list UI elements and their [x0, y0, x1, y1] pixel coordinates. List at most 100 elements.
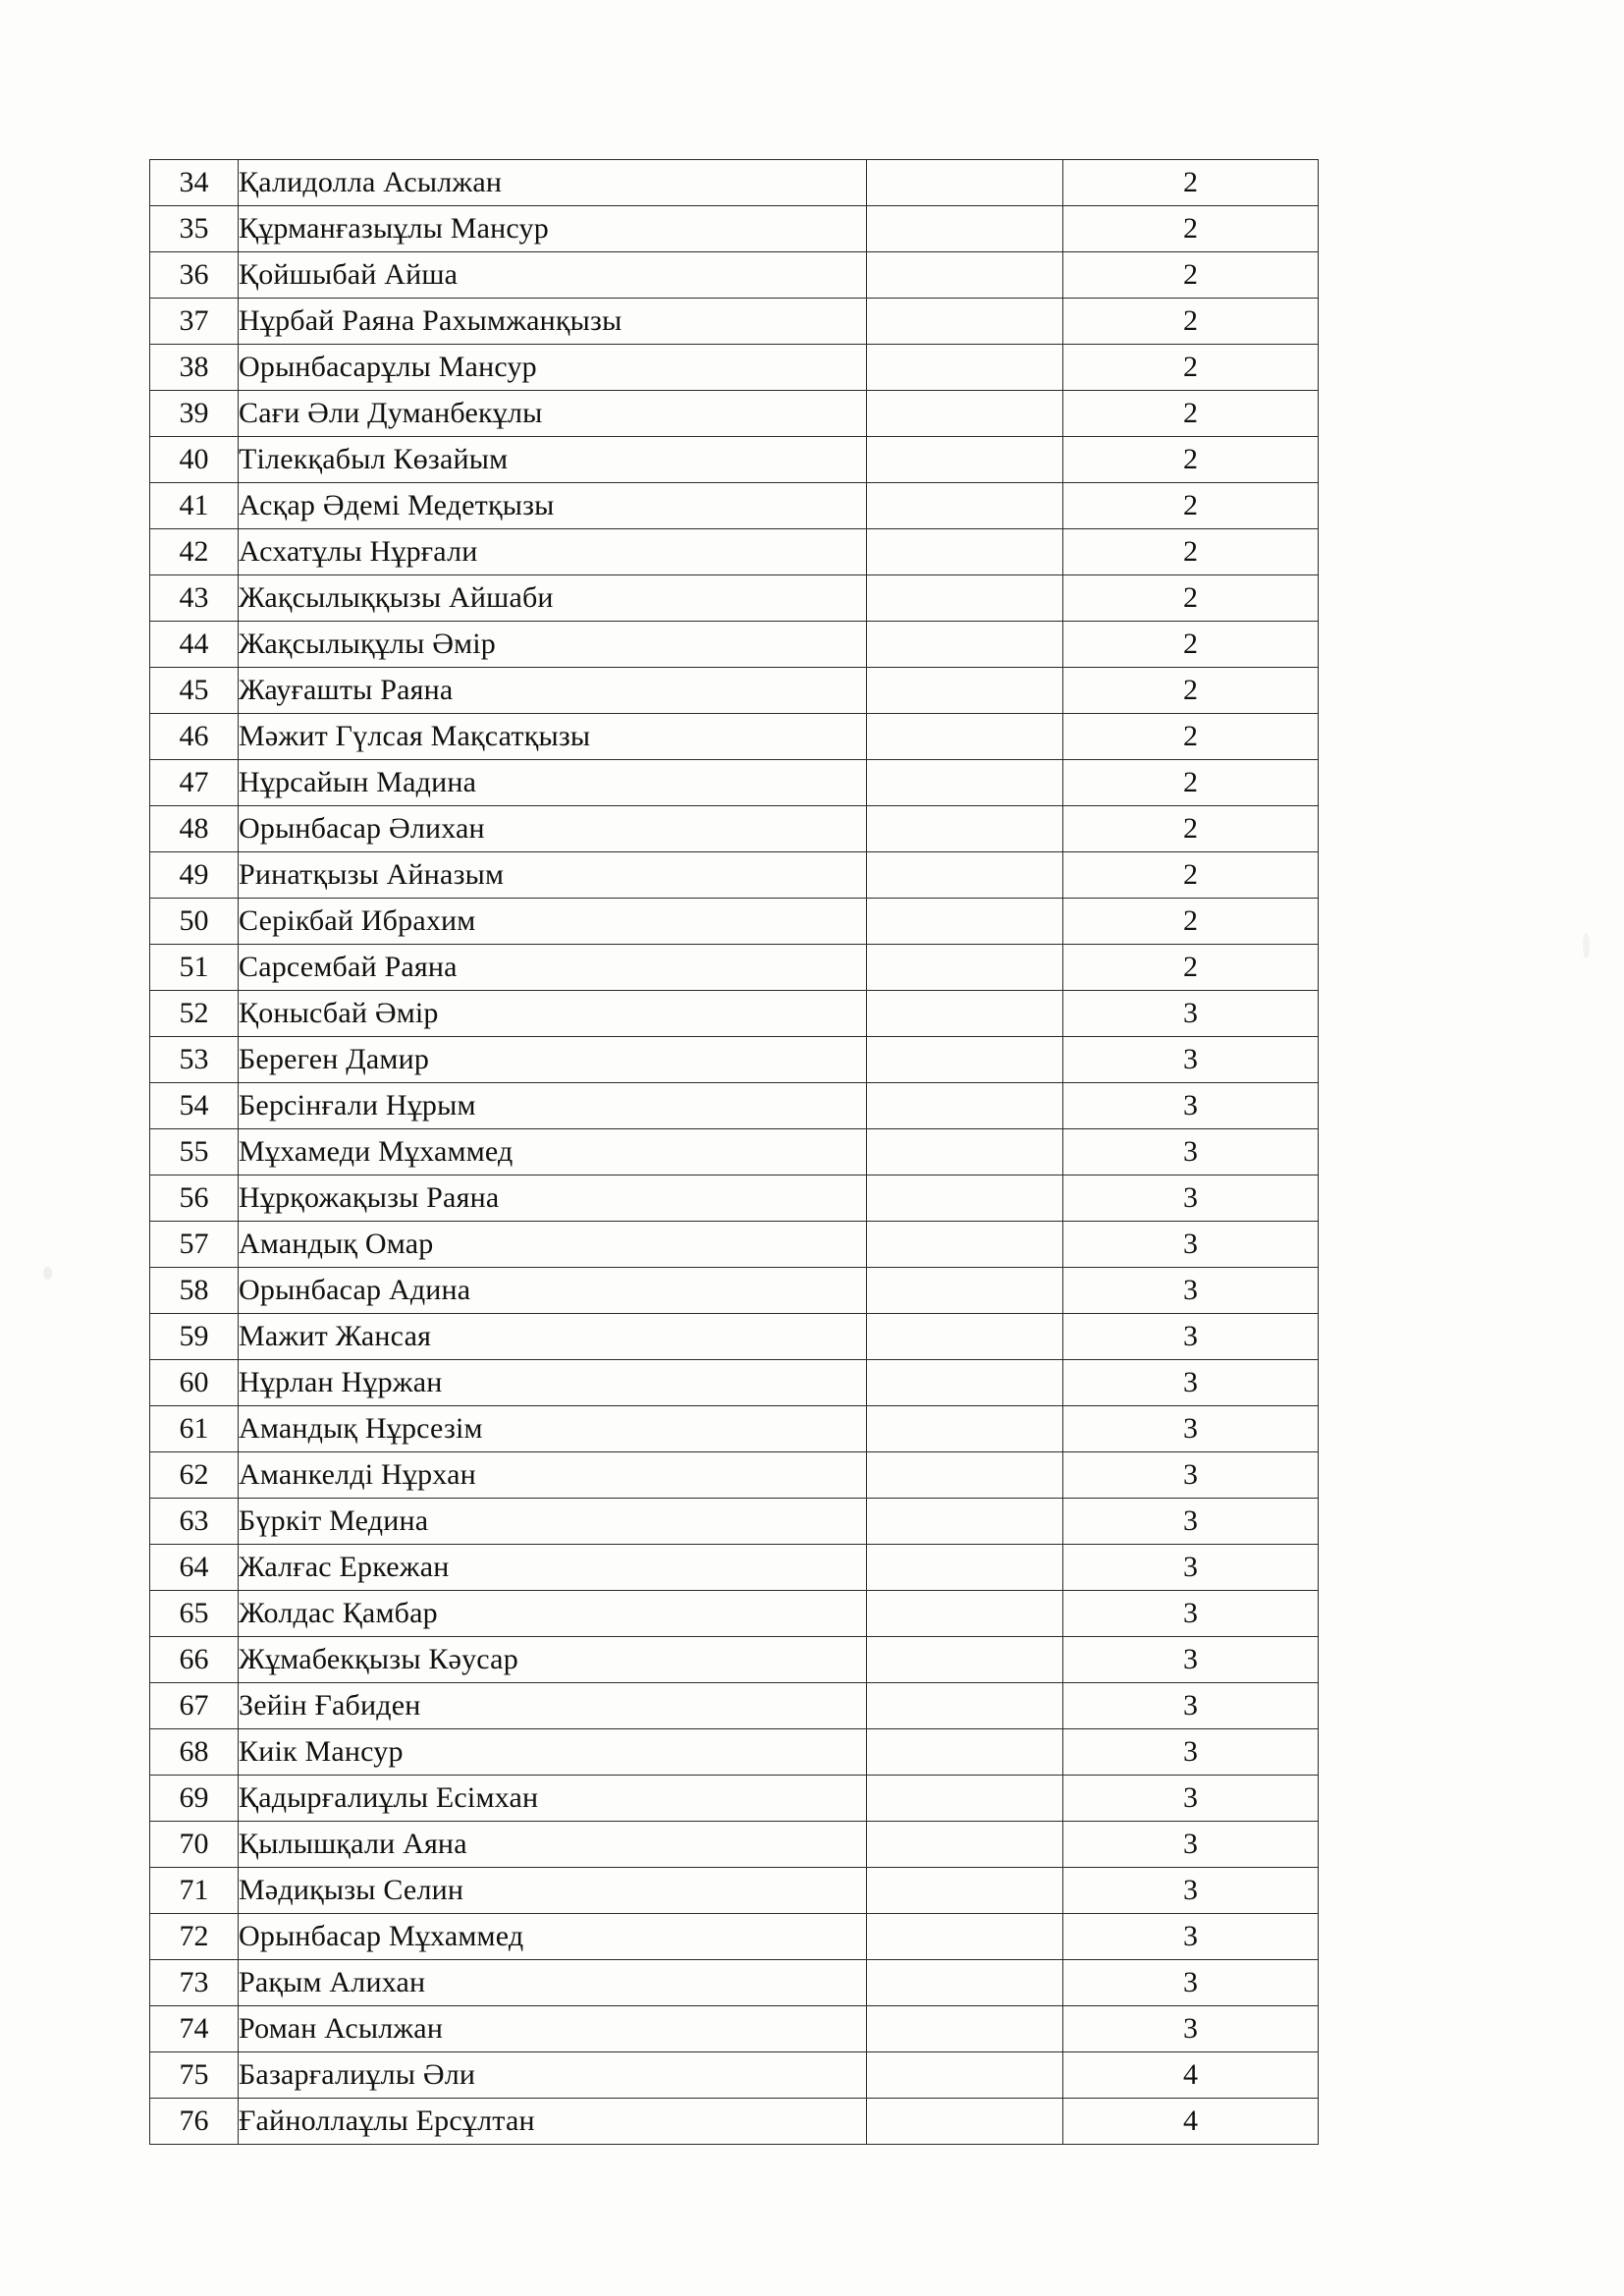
row-number-cell: 71	[149, 1867, 239, 1914]
row-number-cell: 42	[149, 528, 239, 575]
person-name-cell: Базарғалиұлы Әли	[238, 2051, 867, 2099]
person-name-cell: Мәжит Гүлсая Мақсатқызы	[238, 713, 867, 760]
table-row: 56 Нұрқожақызы Раяна 3	[149, 1175, 1319, 1222]
empty-cell	[866, 1313, 1063, 1360]
empty-cell	[866, 1867, 1063, 1914]
scan-artifact	[1583, 933, 1590, 958]
row-number-cell: 34	[149, 159, 239, 206]
empty-cell	[866, 1359, 1063, 1406]
person-name-cell: Нұрсайын Мадина	[238, 759, 867, 806]
table-row: 76 Ғайноллаұлы Ерсұлтан 4	[149, 2098, 1319, 2145]
empty-cell	[866, 1128, 1063, 1175]
person-name-cell: Береген Дамир	[238, 1036, 867, 1083]
person-name-cell: Киік Мансур	[238, 1728, 867, 1776]
value-cell: 3	[1062, 1590, 1319, 1637]
value-cell: 2	[1062, 390, 1319, 437]
value-cell: 3	[1062, 1359, 1319, 1406]
person-name-cell: Асхатұлы Нұрғали	[238, 528, 867, 575]
person-name-cell: Рақым Алихан	[238, 1959, 867, 2006]
row-number-cell: 73	[149, 1959, 239, 2006]
value-cell: 3	[1062, 1682, 1319, 1729]
row-number-cell: 53	[149, 1036, 239, 1083]
person-name-cell: Қонысбай Әмір	[238, 990, 867, 1037]
person-name-cell: Асқар Әдемі Медетқызы	[238, 482, 867, 529]
empty-cell	[866, 1451, 1063, 1499]
empty-cell	[866, 2098, 1063, 2145]
row-number-cell: 64	[149, 1544, 239, 1591]
value-cell: 3	[1062, 1544, 1319, 1591]
person-name-cell: Жалғас Еркежан	[238, 1544, 867, 1591]
person-name-cell: Орынбасар Әлихан	[238, 805, 867, 852]
row-number-cell: 49	[149, 851, 239, 899]
table-row: 58 Орынбасар Адина 3	[149, 1267, 1319, 1314]
row-number-cell: 76	[149, 2098, 239, 2145]
value-cell: 3	[1062, 1636, 1319, 1683]
table-row: 64 Жалғас Еркежан 3	[149, 1544, 1319, 1591]
person-name-cell: Амандық Нұрсезім	[238, 1405, 867, 1452]
table-row: 73 Рақым Алихан 3	[149, 1959, 1319, 2006]
value-cell: 2	[1062, 759, 1319, 806]
row-number-cell: 74	[149, 2005, 239, 2052]
empty-cell	[866, 159, 1063, 206]
value-cell: 2	[1062, 713, 1319, 760]
roster-table-body: 34 Қалидолла Асылжан 2 35 Құрманғазыұлы Манс…	[149, 159, 1319, 2145]
table-row: 36 Қойшыбай Айша 2	[149, 251, 1319, 299]
person-name-cell: Берсінғали Нұрым	[238, 1082, 867, 1129]
person-name-cell: Қадырғалиұлы Есімхан	[238, 1775, 867, 1822]
row-number-cell: 48	[149, 805, 239, 852]
row-number-cell: 39	[149, 390, 239, 437]
empty-cell	[866, 713, 1063, 760]
empty-cell	[866, 1775, 1063, 1822]
row-number-cell: 45	[149, 667, 239, 714]
row-number-cell: 65	[149, 1590, 239, 1637]
table-row: 67 Зейін Ғабиден 3	[149, 1682, 1319, 1729]
empty-cell	[866, 574, 1063, 622]
empty-cell	[866, 1036, 1063, 1083]
person-name-cell: Жақсылықұлы Әмір	[238, 621, 867, 668]
empty-cell	[866, 298, 1063, 345]
table-row: 38 Орынбасарұлы Мансур 2	[149, 344, 1319, 391]
person-name-cell: Мажит Жансая	[238, 1313, 867, 1360]
empty-cell	[866, 990, 1063, 1037]
empty-cell	[866, 1221, 1063, 1268]
row-number-cell: 72	[149, 1913, 239, 1960]
empty-cell	[866, 2005, 1063, 2052]
person-name-cell: Аманкелді Нұрхан	[238, 1451, 867, 1499]
value-cell: 3	[1062, 1175, 1319, 1222]
value-cell: 2	[1062, 898, 1319, 945]
person-name-cell: Зейін Ғабиден	[238, 1682, 867, 1729]
row-number-cell: 46	[149, 713, 239, 760]
table-row: 57 Амандық Омар 3	[149, 1221, 1319, 1268]
value-cell: 3	[1062, 990, 1319, 1037]
empty-cell	[866, 1682, 1063, 1729]
person-name-cell: Нұрқожақызы Раяна	[238, 1175, 867, 1222]
table-row: 61 Амандық Нұрсезім 3	[149, 1405, 1319, 1452]
row-number-cell: 69	[149, 1775, 239, 1822]
person-name-cell: Сарсембай Раяна	[238, 944, 867, 991]
value-cell: 3	[1062, 1082, 1319, 1129]
value-cell: 3	[1062, 1267, 1319, 1314]
empty-cell	[866, 205, 1063, 252]
row-number-cell: 66	[149, 1636, 239, 1683]
row-number-cell: 70	[149, 1821, 239, 1868]
empty-cell	[866, 805, 1063, 852]
value-cell: 2	[1062, 621, 1319, 668]
table-row: 52 Қонысбай Әмір 3	[149, 990, 1319, 1037]
value-cell: 3	[1062, 1036, 1319, 1083]
row-number-cell: 40	[149, 436, 239, 483]
empty-cell	[866, 1498, 1063, 1545]
person-name-cell: Орынбасар Мұхаммед	[238, 1913, 867, 1960]
table-row: 47 Нұрсайын Мадина 2	[149, 759, 1319, 806]
table-row: 49 Ринатқызы Айназым 2	[149, 851, 1319, 899]
value-cell: 2	[1062, 805, 1319, 852]
row-number-cell: 63	[149, 1498, 239, 1545]
person-name-cell: Ғайноллаұлы Ерсұлтан	[238, 2098, 867, 2145]
person-name-cell: Тілекқабыл Көзайым	[238, 436, 867, 483]
table-row: 45 Жауғашты Раяна 2	[149, 667, 1319, 714]
table-row: 42 Асхатұлы Нұрғали 2	[149, 528, 1319, 575]
row-number-cell: 59	[149, 1313, 239, 1360]
row-number-cell: 44	[149, 621, 239, 668]
table-row: 65 Жолдас Қамбар 3	[149, 1590, 1319, 1637]
value-cell: 3	[1062, 1405, 1319, 1452]
empty-cell	[866, 1959, 1063, 2006]
